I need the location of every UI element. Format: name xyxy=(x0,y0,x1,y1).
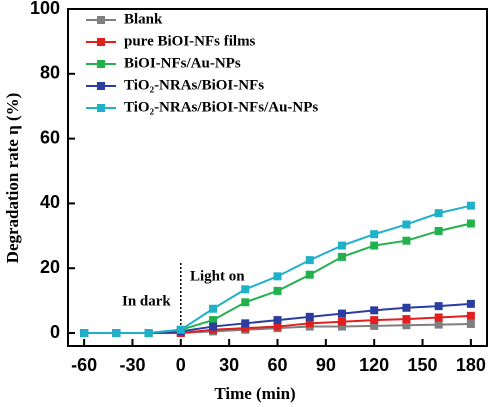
y-tick-label: 60 xyxy=(40,127,60,147)
y-axis-label: Degradation rate η (%) xyxy=(3,93,22,264)
point xyxy=(337,317,346,326)
point xyxy=(370,230,379,239)
legend-label: TiO₂-NRAs/BiOI-NFs xyxy=(124,77,264,93)
point xyxy=(305,256,314,265)
y-tick-label: 40 xyxy=(40,192,60,212)
point xyxy=(466,319,475,328)
point xyxy=(273,322,282,331)
point xyxy=(337,252,346,261)
point xyxy=(402,236,411,245)
x-tick-label: 0 xyxy=(176,355,186,375)
point xyxy=(209,322,218,331)
y-tick-label: 0 xyxy=(50,322,60,342)
point xyxy=(434,302,443,311)
point xyxy=(112,329,121,338)
annotation: In dark xyxy=(122,293,171,309)
series-line xyxy=(84,204,472,335)
y-tick-label: 100 xyxy=(30,0,60,18)
legend-label: Blank xyxy=(124,11,163,27)
y-tick-label: 80 xyxy=(40,63,60,83)
point xyxy=(434,226,443,235)
x-tick-label: 150 xyxy=(408,355,438,375)
point xyxy=(305,319,314,328)
y-tick-label: 20 xyxy=(40,257,60,277)
point xyxy=(466,311,475,320)
point xyxy=(209,316,218,325)
point xyxy=(241,298,250,307)
point xyxy=(402,315,411,324)
point xyxy=(241,324,250,333)
point xyxy=(434,320,443,329)
legend-marker xyxy=(97,60,105,68)
point xyxy=(273,316,282,325)
x-tick-label: 60 xyxy=(267,355,287,375)
x-tick-label: -60 xyxy=(71,355,97,375)
legend-marker xyxy=(97,104,105,112)
x-tick-label: 180 xyxy=(456,355,486,375)
point xyxy=(402,303,411,312)
legend-label: TiO₂-NRAs/BiOI-NFs/Au-NPs xyxy=(124,99,318,115)
legend-label: BiOI-NFs/Au-NPs xyxy=(124,55,241,71)
point xyxy=(466,299,475,308)
point xyxy=(305,270,314,279)
point xyxy=(466,219,475,228)
x-tick-label: 120 xyxy=(359,355,389,375)
point xyxy=(144,329,153,338)
point xyxy=(305,312,314,321)
point xyxy=(273,286,282,295)
point xyxy=(466,201,475,210)
x-tick-label: 30 xyxy=(219,355,239,375)
point xyxy=(337,309,346,318)
point xyxy=(370,241,379,250)
point xyxy=(402,321,411,330)
point xyxy=(402,220,411,229)
x-axis-label: Time (min) xyxy=(214,384,295,403)
point xyxy=(370,321,379,330)
point xyxy=(370,316,379,325)
legend-marker xyxy=(97,82,105,90)
annotation: Light on xyxy=(190,268,245,284)
x-tick-label: -30 xyxy=(119,355,145,375)
point xyxy=(337,322,346,331)
point xyxy=(80,329,89,338)
point xyxy=(176,325,185,334)
point xyxy=(241,285,250,294)
legend-marker xyxy=(97,38,105,46)
point xyxy=(241,319,250,328)
point xyxy=(370,306,379,315)
legend-marker xyxy=(97,16,105,24)
point xyxy=(434,313,443,322)
legend-label: pure BiOI-NFs films xyxy=(124,33,256,49)
point xyxy=(209,304,218,313)
x-tick-label: 90 xyxy=(316,355,336,375)
point xyxy=(434,209,443,218)
point xyxy=(337,241,346,250)
point xyxy=(273,272,282,281)
